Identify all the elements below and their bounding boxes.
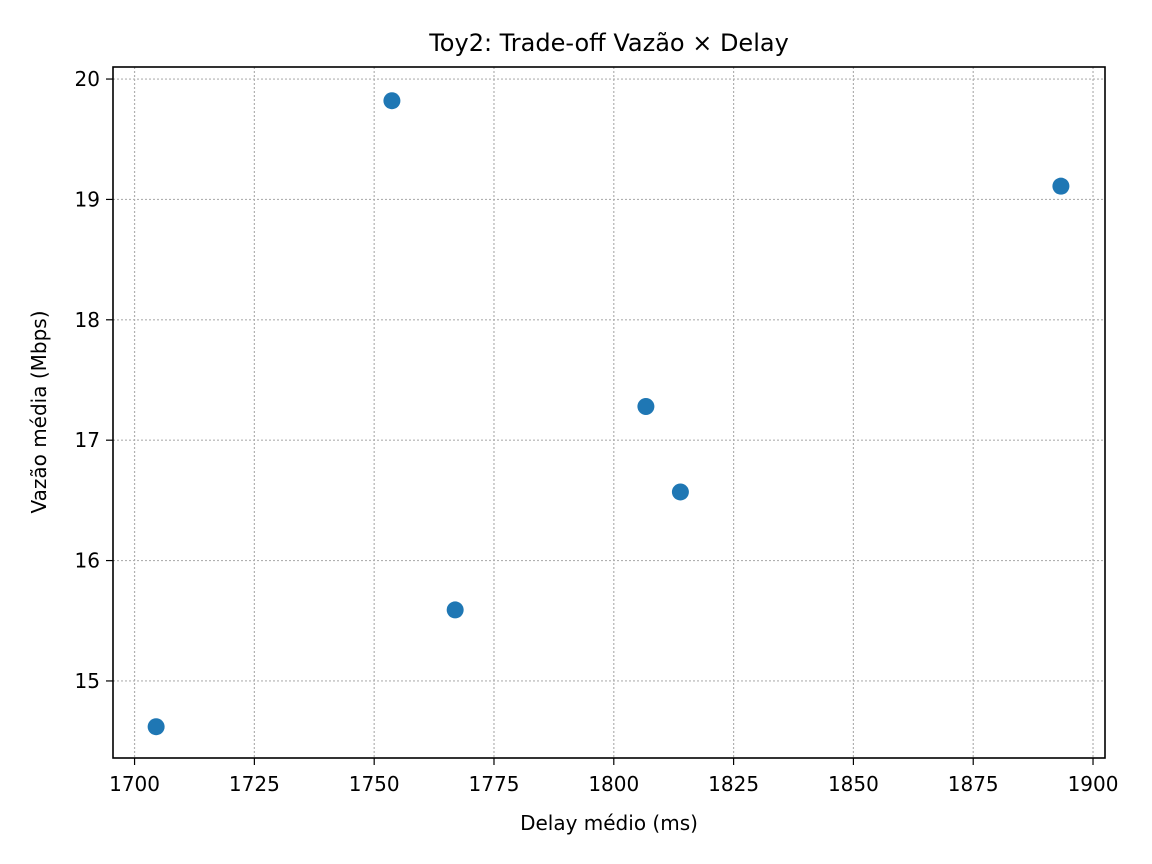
x-tick-label: 1900 (1068, 772, 1119, 796)
scatter-point (637, 397, 655, 415)
x-axis-label: Delay médio (ms) (520, 811, 698, 835)
x-tick-label: 1875 (948, 772, 999, 796)
y-tick-label: 20 (75, 67, 100, 91)
x-tick-label: 1725 (229, 772, 280, 796)
y-tick-label: 15 (75, 669, 100, 693)
y-tick-label: 16 (75, 549, 100, 573)
scatter-point (671, 483, 689, 501)
x-tick-label: 1850 (828, 772, 879, 796)
scatter-point (446, 601, 464, 619)
chart-title: Toy2: Trade-off Vazão × Delay (428, 29, 789, 57)
y-axis-label: Vazão média (Mbps) (27, 310, 51, 513)
x-tick-label: 1700 (109, 772, 160, 796)
plot-area-frame (112, 66, 1106, 759)
x-tick-label: 1800 (588, 772, 639, 796)
scatter-point (147, 718, 165, 736)
x-tick-label: 1825 (708, 772, 759, 796)
y-tick-label: 18 (75, 308, 100, 332)
scatter-point (383, 92, 401, 110)
grid-lines (113, 67, 1105, 758)
axis-ticks: 1700 1725 1750 1775 1800 1825 1850 1875 1900 15 16… (75, 67, 1119, 796)
data-points (147, 92, 1070, 736)
x-tick-label: 1750 (349, 772, 400, 796)
y-tick-label: 19 (75, 187, 100, 211)
y-tick-label: 17 (75, 428, 100, 452)
x-tick-label: 1775 (469, 772, 520, 796)
scatter-point (1052, 177, 1070, 195)
